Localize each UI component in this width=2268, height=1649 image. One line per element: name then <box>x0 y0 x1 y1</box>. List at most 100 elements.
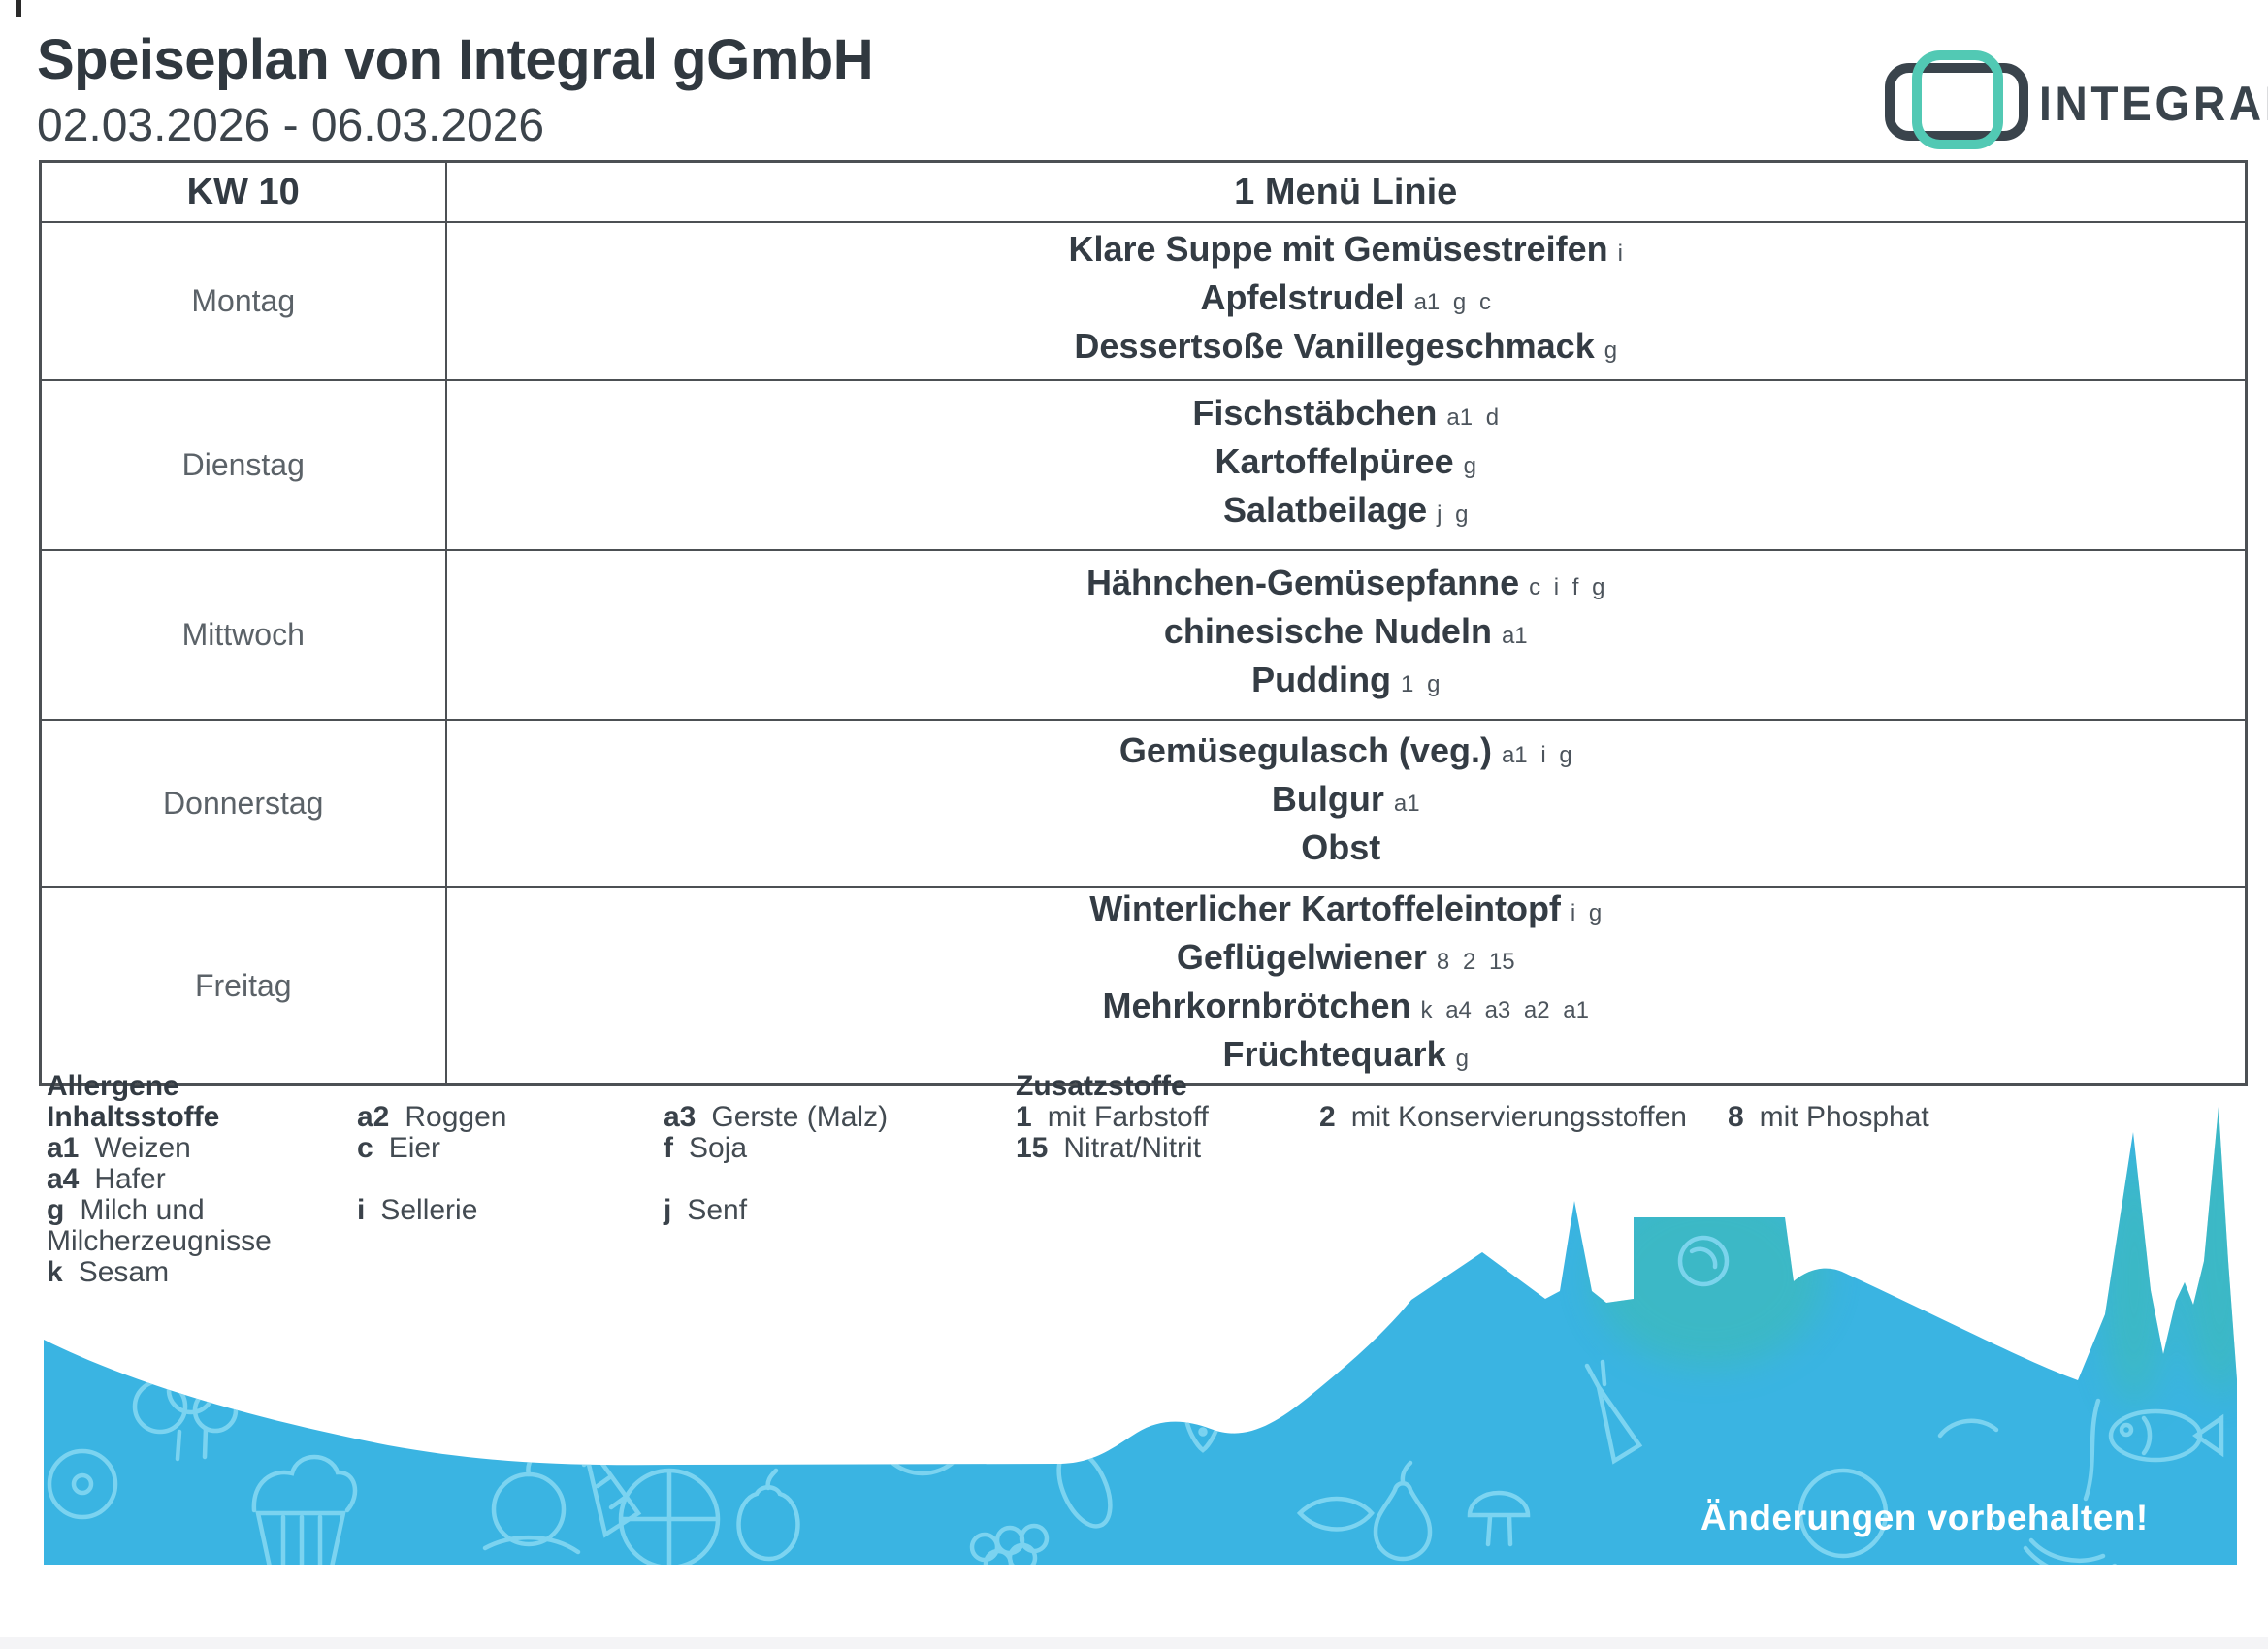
meal-item: Fischstäbchen a1 d <box>448 393 2245 441</box>
legend-code: j <box>664 1194 672 1226</box>
meal-allergen-codes: i <box>1617 240 1623 267</box>
legend-code: a4 <box>47 1163 80 1195</box>
meal-allergen-codes: a1 <box>1393 791 1420 817</box>
integral-logo-icon <box>1885 50 2028 149</box>
table-row-donnerstag: Donnerstag Gemüsegulasch (veg.) a1 i g Bu… <box>39 719 2248 888</box>
meal-name: Pudding <box>1251 659 1392 699</box>
legend-code: 15 <box>1016 1132 1049 1164</box>
legend-code: a3 <box>664 1101 697 1133</box>
meal-item: Klare Suppe mit Gemüsestreifen i <box>448 229 2245 277</box>
meal-item: Apfelstrudel a1 g c <box>448 277 2245 326</box>
additives-title: Zusatzstoffe <box>1016 1070 1187 1102</box>
table-row-montag: Montag Klare Suppe mit Gemüsestreifen i A… <box>39 221 2248 381</box>
meal-name: Geflügelwiener <box>1176 937 1427 977</box>
legend-entry: f Soja <box>664 1133 984 1164</box>
day-label: Freitag <box>39 886 447 1086</box>
legend-label: Gerste (Malz) <box>711 1101 889 1133</box>
legend-entry: c Eier <box>357 1133 648 1164</box>
meal-allergen-codes: 1 g <box>1401 670 1441 697</box>
legend-label: Milch und Milcherzeugnisse <box>47 1194 272 1257</box>
table-row-freitag: Freitag Winterlicher Kartoffeleintopf i g… <box>39 886 2248 1086</box>
meal-name: Obst <box>1301 827 1381 867</box>
meal-name: Apfelstrudel <box>1200 276 1405 317</box>
legend-label: mit Farbstoff <box>1047 1101 1209 1133</box>
meal-name: Dessertsoße Vanillegeschmack <box>1074 325 1595 366</box>
meal-item: Gemüsegulasch (veg.) a1 i g <box>448 730 2245 779</box>
table-header-row: KW 10 1 Menü Linie <box>39 160 2248 223</box>
legend-code: g <box>47 1194 65 1226</box>
legend-label: Eier <box>388 1132 441 1164</box>
allergens-title: Allergene Inhaltsstoffe <box>47 1070 220 1133</box>
legend-label: Nitrat/Nitrit <box>1063 1132 1202 1164</box>
meal-name: Hähnchen-Gemüsepfanne <box>1086 562 1520 602</box>
meal-allergen-codes: i g <box>1570 900 1603 926</box>
day-label: Mittwoch <box>39 549 447 721</box>
scan-bottom-edge <box>0 1637 2268 1649</box>
meal-name: Gemüsegulasch (veg.) <box>1118 730 1492 770</box>
integral-logo-text: INTEGRAL <box>2039 77 2268 131</box>
day-label: Montag <box>39 221 447 381</box>
meal-item: Obst <box>448 827 2245 876</box>
meal-name: Früchtequark <box>1222 1034 1446 1074</box>
meal-item: Winterlicher Kartoffeleintopf i g <box>448 889 2245 937</box>
legend-code: f <box>664 1132 673 1164</box>
meal-item: Dessertsoße Vanillegeschmack g <box>448 326 2245 374</box>
legend-code: 2 <box>1319 1101 1336 1133</box>
table-row-mittwoch: Mittwoch Hähnchen-Gemüsepfanne c i f g ch… <box>39 549 2248 721</box>
legend-code: 1 <box>1016 1101 1032 1133</box>
meal-item: Früchtequark g <box>448 1034 2245 1083</box>
meal-item: Mehrkornbrötchen k a4 a3 a2 a1 <box>448 986 2245 1034</box>
meal-allergen-codes: g <box>1604 337 1618 364</box>
legend-entry-row: 2 mit Konservierungsstoffen 8 mit Phosphat <box>1319 1102 2192 1133</box>
legend-code: c <box>357 1132 373 1164</box>
meal-item: Geflügelwiener 8 2 15 <box>448 937 2245 986</box>
legend-code: i <box>357 1194 366 1226</box>
legend-code: a1 <box>47 1132 80 1164</box>
meal-allergen-codes: g <box>1463 452 1476 479</box>
legend-code: k <box>47 1256 63 1288</box>
page-title: Speiseplan von Integral gGmbH <box>37 28 874 91</box>
legend-label: Hafer <box>94 1163 166 1195</box>
meal-allergen-codes: c i f g <box>1529 573 1605 600</box>
legend-code: a2 <box>357 1101 390 1133</box>
meals-cell: Gemüsegulasch (veg.) a1 i g Bulgur a1 Obst <box>444 719 2248 888</box>
legend-column-additives-1: Zusatzstoffe 1 mit Farbstoff 15 Nitrat/Nit… <box>1016 1071 1336 1164</box>
meal-name: Fischstäbchen <box>1192 392 1438 433</box>
legend-column-allergens-3: a3 Gerste (Malz) f Soja j Senf <box>664 1102 984 1226</box>
legend-label: Sesam <box>78 1256 170 1288</box>
skyline-wave-shape <box>44 1107 2237 1565</box>
meal-allergen-codes: a1 <box>1501 622 1528 649</box>
menu-line-header: 1 Menü Linie <box>444 160 2248 223</box>
legend-entry: a3 Gerste (Malz) <box>664 1102 984 1133</box>
meal-name: Klare Suppe mit Gemüsestreifen <box>1068 228 1608 269</box>
legend-entry: g Milch und Milcherzeugnisse <box>47 1195 307 1257</box>
change-notice: Änderungen vorbehalten! <box>1701 1498 2149 1537</box>
legend-label: mit Phosphat <box>1759 1101 1929 1133</box>
legend-entry: i Sellerie <box>357 1195 648 1226</box>
meal-allergen-codes: a1 g c <box>1413 288 1491 315</box>
legend-column-additives-2: 2 mit Konservierungsstoffen 8 mit Phosphat <box>1319 1102 2192 1133</box>
integral-logo: INTEGRAL <box>1880 47 2268 153</box>
day-label: Donnerstag <box>39 719 447 888</box>
footer-wave-graphic <box>44 1107 2237 1565</box>
date-range: 02.03.2026 - 06.03.2026 <box>37 100 545 151</box>
legend-entry: a1 Weizen <box>47 1133 307 1164</box>
meal-item: Hähnchen-Gemüsepfanne c i f g <box>448 563 2245 611</box>
meal-name: Salatbeilage <box>1223 489 1428 530</box>
meals-cell: Winterlicher Kartoffeleintopf i g Geflüge… <box>444 886 2248 1086</box>
legend-label: mit Konservierungsstoffen <box>1350 1101 1687 1133</box>
legend-entry: 1 mit Farbstoff <box>1016 1102 1336 1133</box>
meal-item: Salatbeilage j g <box>448 490 2245 538</box>
meal-name: Mehrkornbrötchen <box>1102 986 1411 1025</box>
meal-item: Pudding 1 g <box>448 660 2245 708</box>
legend-label: Roggen <box>405 1101 507 1133</box>
table-row-dienstag: Dienstag Fischstäbchen a1 d Kartoffelpüre… <box>39 379 2248 551</box>
meal-name: Winterlicher Kartoffeleintopf <box>1089 889 1561 928</box>
legend-code: 8 <box>1727 1101 1744 1133</box>
legend-entry: a2 Roggen <box>357 1102 648 1133</box>
meal-item: chinesische Nudeln a1 <box>448 611 2245 660</box>
day-label: Dienstag <box>39 379 447 551</box>
menu-table: KW 10 1 Menü Linie Montag Klare Suppe mi… <box>39 160 2248 1086</box>
meal-allergen-codes: a1 i g <box>1501 742 1572 768</box>
legend-entry: a4 Hafer <box>47 1164 307 1195</box>
